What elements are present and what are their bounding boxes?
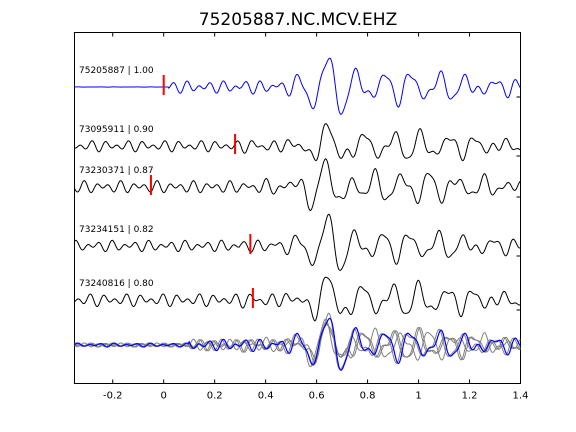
chart-title: 75205887.NC.MCV.EHZ (199, 10, 397, 30)
trace-label-2: 73095911 | 0.90 (79, 125, 154, 135)
trace-4: 73234151 | 0.82 (74, 213, 521, 271)
x-tick-label: 0.8 (360, 391, 376, 402)
traces-group: 75205887 | 1.00 73095911 | 0.90 73230371 |… (74, 57, 521, 322)
trace-label-5: 73240816 | 0.80 (79, 279, 154, 289)
trace-5: 73240816 | 0.80 (74, 276, 521, 322)
trace-line-3 (74, 158, 521, 212)
x-tick-label: 1 (415, 391, 421, 402)
stack-reference-line (74, 317, 521, 371)
trace-2: 73095911 | 0.90 (74, 123, 521, 162)
x-axis: -0.2 0 0.2 0.4 0.6 0.8 1 1.2 1.4 (103, 32, 529, 402)
trace-label-1: 75205887 | 1.00 (79, 66, 154, 76)
x-tick-label: -0.2 (103, 391, 123, 402)
stacked-overlay-group (74, 312, 521, 371)
x-tick-label: 0 (161, 391, 167, 402)
x-tick-label: 0.6 (309, 391, 325, 402)
trace-line-5 (74, 276, 521, 322)
trace-label-3: 73230371 | 0.87 (79, 166, 154, 176)
x-tick-label: 1.2 (462, 391, 478, 402)
trace-3: 73230371 | 0.87 (74, 158, 521, 212)
trace-label-4: 73234151 | 0.82 (79, 225, 154, 235)
plot-frame (74, 32, 521, 384)
stack-overlay-line-4 (74, 324, 521, 365)
x-tick-label: 1.4 (513, 391, 529, 402)
trace-line-2 (74, 123, 521, 162)
trace-line-1 (74, 57, 521, 115)
trace-1: 75205887 | 1.00 (74, 57, 521, 115)
stack-overlay-line-3 (74, 312, 521, 370)
trace-line-4 (74, 213, 521, 271)
x-tick-label: 0.4 (258, 391, 274, 402)
x-tick-label: 0.2 (207, 391, 223, 402)
